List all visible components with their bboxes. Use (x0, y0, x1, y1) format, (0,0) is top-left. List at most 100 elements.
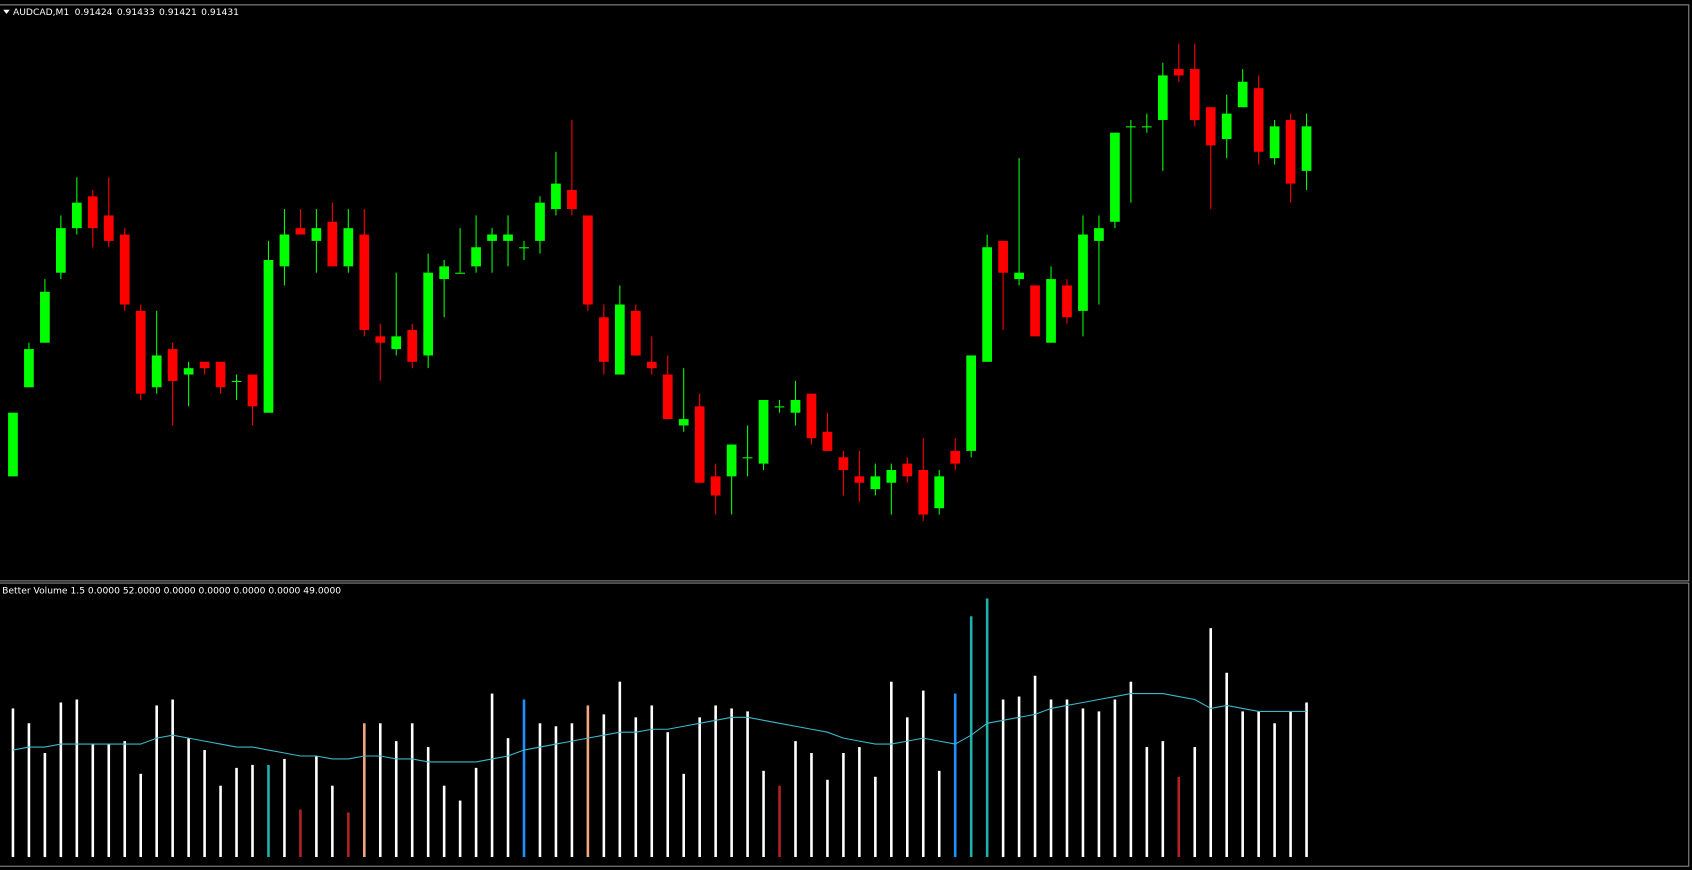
candle-body (455, 272, 465, 274)
volume-bar (1273, 723, 1276, 858)
candle-body (1301, 126, 1312, 171)
volume-bar (746, 711, 749, 858)
volume-bar (75, 699, 79, 858)
volume-bar (378, 723, 382, 858)
volume-bar (187, 738, 190, 858)
volume-bar (299, 809, 302, 858)
volume-bar (506, 738, 510, 858)
candle-body (359, 234, 370, 330)
candle-body (1205, 107, 1216, 146)
candle-body (567, 189, 577, 210)
volume-bar (123, 741, 127, 858)
candle-body (630, 310, 641, 356)
volume-bar (538, 723, 542, 858)
candle-body (24, 349, 34, 388)
volume-bar (458, 800, 462, 858)
volume-bar (921, 690, 925, 858)
candle-body (215, 361, 226, 388)
volume-bar (1033, 675, 1037, 858)
candle-body (774, 406, 785, 408)
volume-bar (682, 773, 686, 858)
volume-bar (890, 681, 893, 858)
candle-body (758, 399, 769, 464)
candle-body (503, 234, 513, 241)
volume-bar (937, 770, 941, 858)
volume-bar (283, 758, 286, 858)
candle-body (598, 317, 609, 362)
candle-body (838, 457, 849, 471)
volume-bar (714, 705, 717, 858)
candle-body (56, 228, 66, 273)
volume-bar (1113, 699, 1117, 858)
volume-bar (219, 785, 222, 858)
volume-bar (363, 723, 366, 858)
candle-body (646, 361, 657, 369)
candle-body (311, 228, 322, 241)
candle-body (583, 215, 593, 305)
candle-body (614, 304, 625, 375)
candle-body (1221, 113, 1232, 140)
candle-body (1094, 228, 1104, 241)
volume-bar (139, 773, 143, 858)
candle-body (391, 336, 402, 350)
last-high: 0.91433 (117, 6, 155, 17)
candle-body (790, 399, 801, 413)
volume-bar (794, 741, 797, 858)
candle-body (678, 419, 689, 426)
volume-bar (905, 717, 909, 858)
candle-body (551, 183, 561, 210)
volume-bar (1257, 711, 1260, 858)
candle-body (694, 406, 705, 483)
volume-bar (251, 764, 254, 858)
candle-body (71, 202, 82, 229)
candle-body (167, 349, 178, 381)
candle-body (934, 476, 945, 509)
volume-bar (858, 747, 861, 858)
candle-body (407, 329, 418, 362)
candle-body (487, 234, 497, 241)
candle-body (471, 247, 481, 267)
volume-bar (634, 717, 638, 858)
candle-body (710, 476, 721, 496)
volume-bar (267, 764, 270, 858)
volume-bar (1145, 747, 1149, 858)
candle-body (8, 412, 18, 477)
volume-bar (1241, 711, 1244, 858)
candle-body (1046, 279, 1056, 343)
volume-bar (1305, 702, 1308, 858)
candle-body (535, 202, 545, 241)
candle-body (1285, 119, 1296, 184)
candle-body (103, 215, 114, 241)
symbol-title: AUDCAD,M1 (13, 6, 69, 17)
candle-body (1126, 126, 1136, 128)
volume-bar (1017, 696, 1021, 858)
candle-body (327, 221, 338, 267)
volume-bar (155, 705, 158, 858)
candle-body (119, 234, 130, 305)
volume-bar (618, 681, 622, 858)
symbol-menu-arrow[interactable] (3, 9, 10, 15)
volume-bar (107, 744, 111, 858)
volume-bar (410, 723, 414, 858)
candle-body (1014, 272, 1024, 280)
candle-body (822, 431, 833, 451)
candle-body (263, 259, 274, 413)
candle-body (1237, 81, 1248, 108)
volume-bar (1049, 699, 1053, 858)
candle-body (343, 228, 354, 267)
last-low: 0.91421 (159, 6, 197, 17)
candle-body (902, 463, 913, 477)
volume-bar (1001, 699, 1005, 858)
candle-body (1189, 69, 1200, 120)
volume-bar (43, 753, 47, 858)
candle-body (1030, 285, 1040, 337)
volume-bar (235, 767, 238, 858)
volume-bar (1225, 672, 1228, 858)
volume-bar (969, 616, 973, 858)
candle-body (1269, 126, 1280, 159)
candle-body (439, 266, 450, 280)
candle-body (662, 374, 673, 420)
